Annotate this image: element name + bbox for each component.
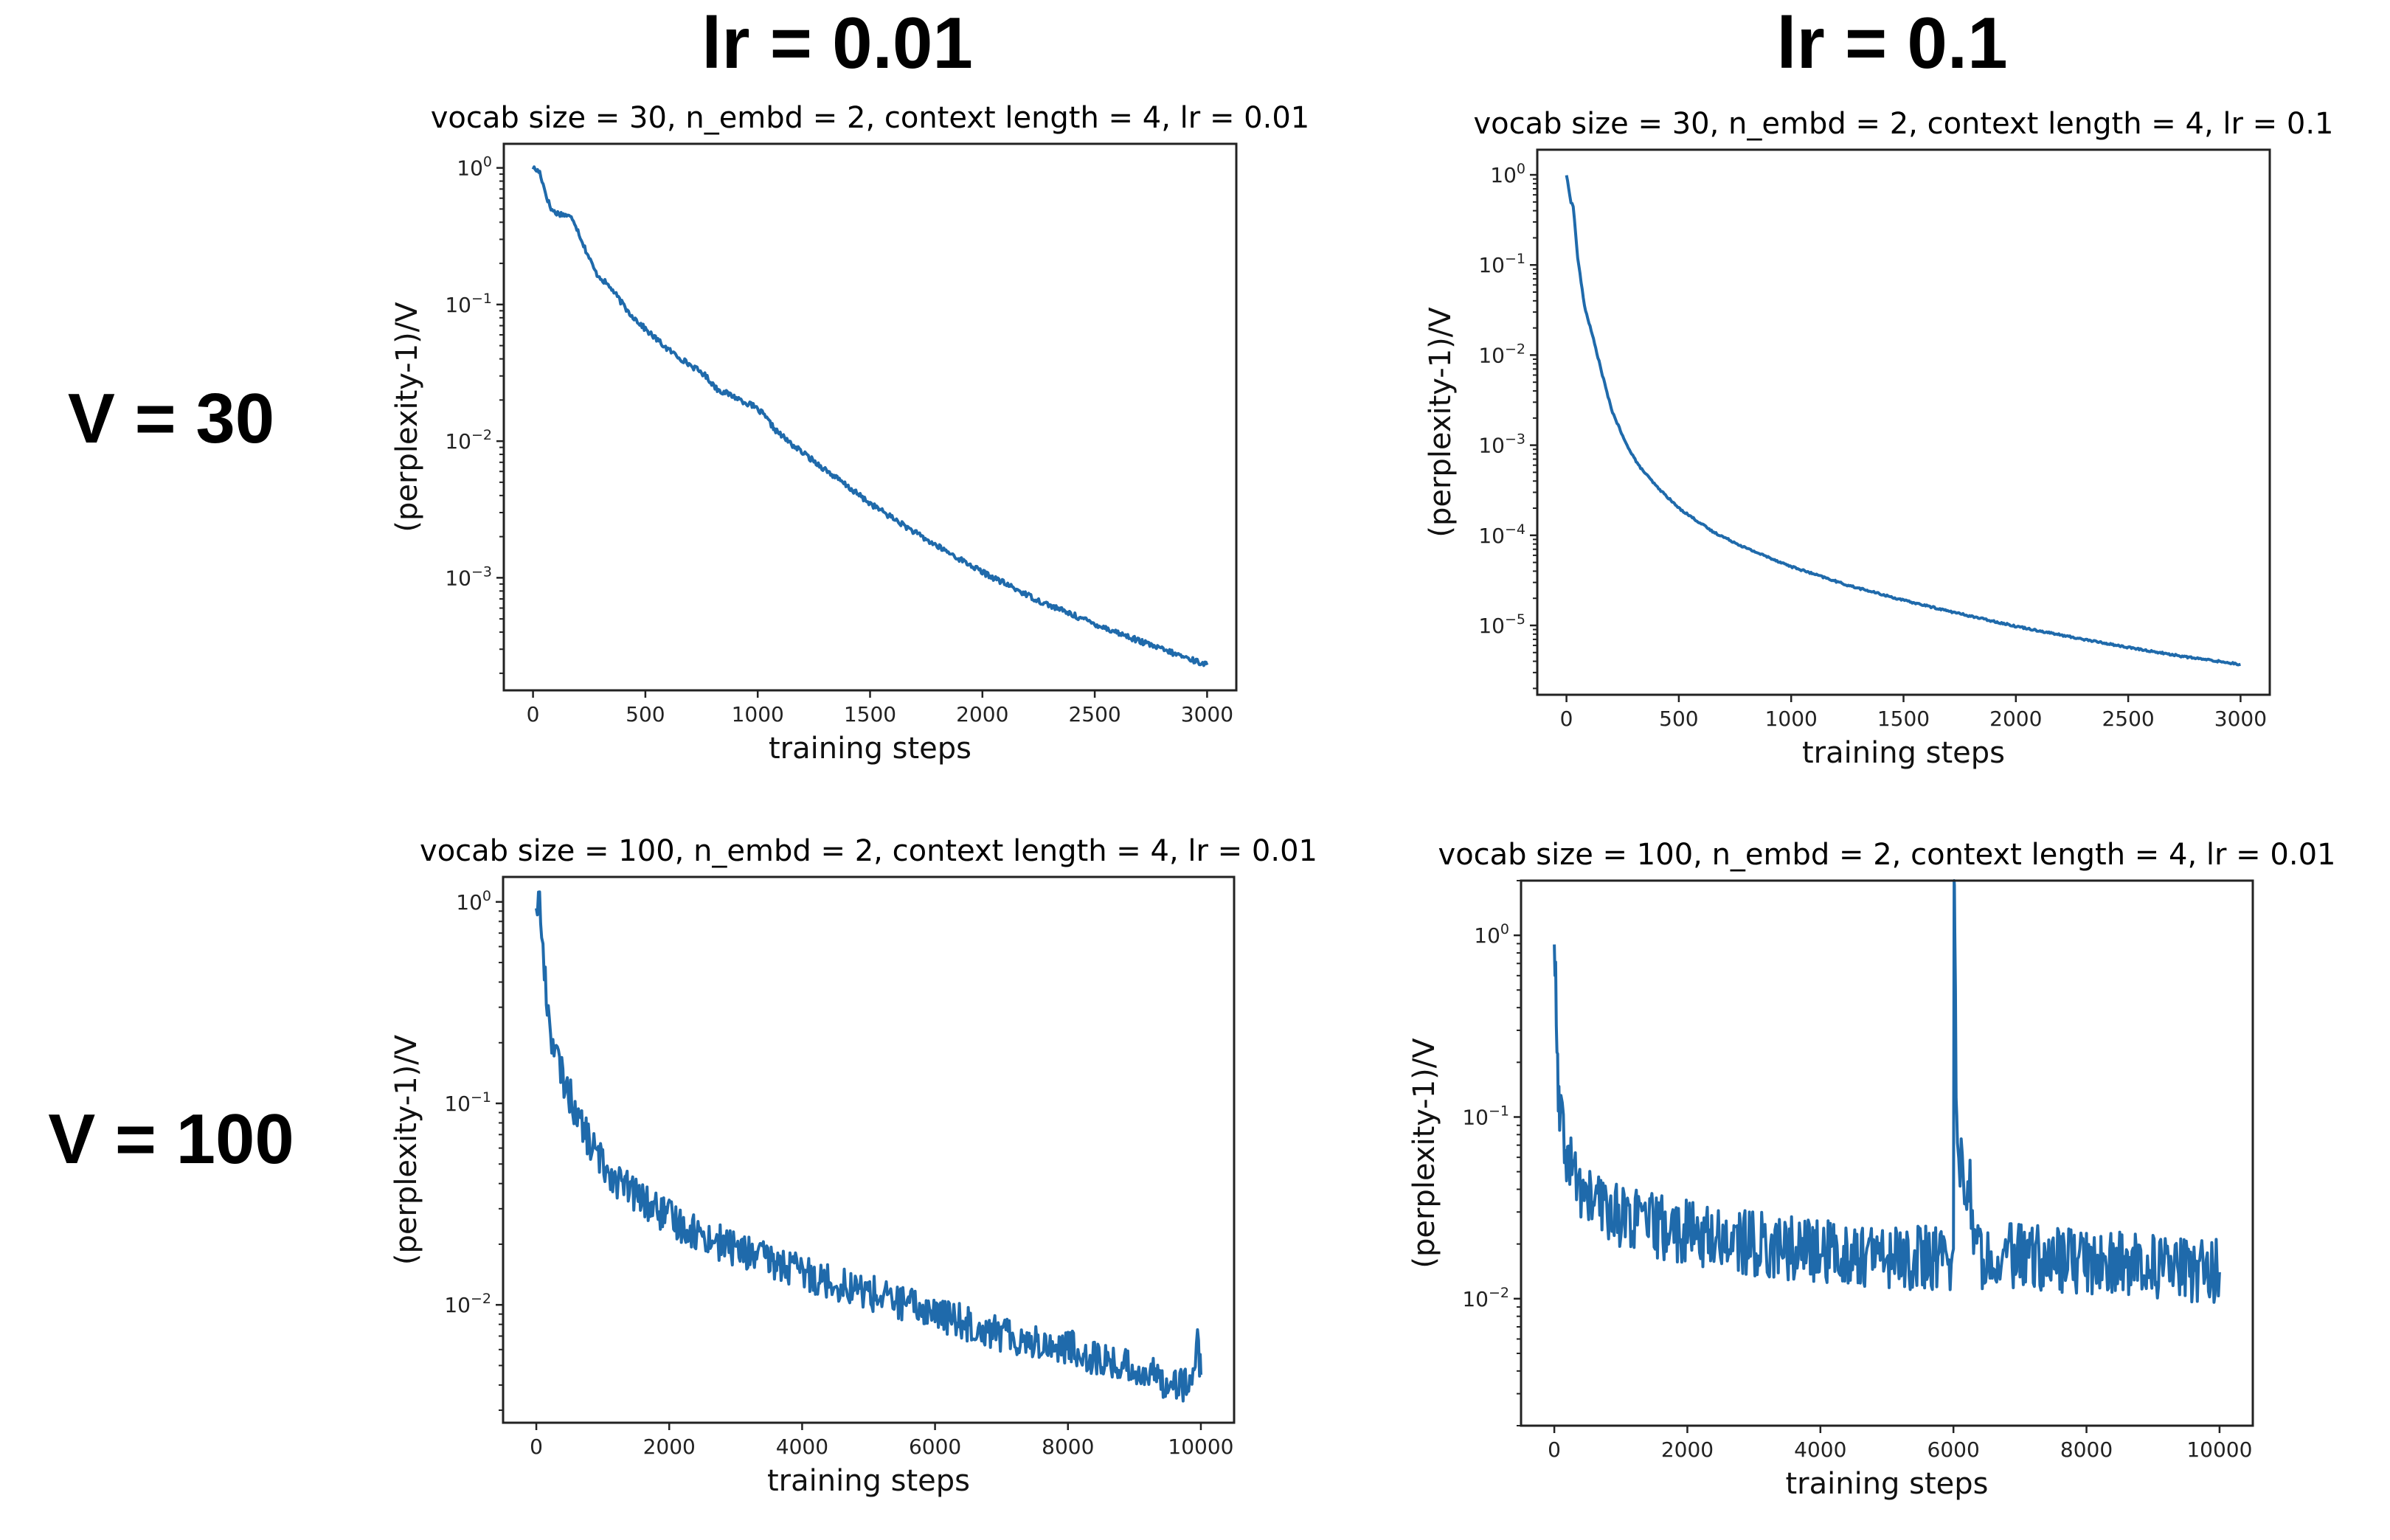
y-tick-label: 10−2 [445, 427, 492, 454]
y-tick-label: 10−2 [1478, 341, 1525, 367]
x-tick-label: 3000 [2214, 707, 2267, 731]
x-tick-label: 8000 [2060, 1437, 2113, 1462]
x-tick-label: 0 [1560, 707, 1573, 731]
panel-title: vocab size = 100, n_embd = 2, context le… [1438, 838, 2336, 872]
x-tick-label: 1500 [844, 702, 896, 726]
y-axis-label: (perplexity-1)/V [390, 302, 424, 533]
x-tick-label: 10000 [1168, 1435, 1233, 1459]
x-tick-label: 3000 [1181, 702, 1233, 726]
x-tick-label: 1000 [732, 702, 784, 726]
x-tick-label: 500 [626, 702, 665, 726]
series-line [1553, 879, 2221, 1304]
x-tick-label: 6000 [1927, 1437, 1980, 1462]
panel-v30-lr001: vocab size = 30, n_embd = 2, context len… [390, 101, 1309, 766]
x-tick-label: 0 [530, 1435, 543, 1459]
x-tick-label: 10000 [2186, 1437, 2252, 1462]
x-tick-label: 2000 [1989, 707, 2042, 731]
x-tick-label: 6000 [909, 1435, 961, 1459]
x-tick-label: 1500 [1877, 707, 1930, 731]
row-header-v-30: V = 30 [67, 379, 275, 458]
panel-title: vocab size = 30, n_embd = 2, context len… [1473, 107, 2333, 141]
panel-title: vocab size = 30, n_embd = 2, context len… [431, 101, 1309, 135]
y-tick-label: 10−4 [1478, 521, 1525, 548]
axes-frame [502, 875, 1236, 1424]
column-header-lr-0.01: lr = 0.01 [702, 2, 973, 83]
y-axis-label: (perplexity-1)/V [389, 1034, 423, 1265]
x-axis-label: training steps [1802, 736, 2005, 770]
y-tick-label: 10−3 [1478, 431, 1525, 458]
x-tick-label: 8000 [1042, 1435, 1094, 1459]
x-tick-label: 500 [1659, 707, 1698, 731]
y-tick-label: 10−5 [1478, 611, 1525, 638]
y-tick-label: 10−2 [444, 1291, 491, 1317]
series-line [531, 165, 1209, 667]
x-axis-label: training steps [1785, 1467, 1988, 1501]
x-axis-label: training steps [767, 1464, 970, 1498]
axes-frame [1536, 148, 2271, 696]
y-tick-label: 10−2 [1462, 1285, 1509, 1311]
y-tick-label: 10−1 [1478, 251, 1525, 277]
y-tick-label: 10−1 [444, 1089, 491, 1116]
x-tick-label: 2000 [1661, 1437, 1714, 1462]
y-tick-label: 100 [457, 154, 492, 181]
x-axis-label: training steps [769, 732, 971, 766]
x-tick-label: 1000 [1765, 707, 1818, 731]
panel-v100-lr01: vocab size = 100, n_embd = 2, context le… [1407, 838, 2335, 1501]
panel-v30-lr01: vocab size = 30, n_embd = 2, context len… [1424, 107, 2334, 770]
y-tick-label: 100 [1474, 921, 1509, 948]
y-tick-label: 100 [1490, 161, 1525, 187]
x-tick-label: 4000 [776, 1435, 828, 1459]
x-tick-label: 4000 [1794, 1437, 1846, 1462]
x-tick-label: 2000 [956, 702, 1008, 726]
y-axis-label: (perplexity-1)/V [1407, 1038, 1441, 1269]
y-tick-label: 10−1 [445, 291, 492, 317]
x-tick-label: 2500 [2102, 707, 2154, 731]
series-line [1565, 175, 2241, 667]
x-tick-label: 0 [527, 702, 540, 726]
y-tick-label: 10−3 [445, 563, 492, 590]
x-tick-label: 2000 [643, 1435, 696, 1459]
row-header-v-100: V = 100 [48, 1100, 294, 1179]
column-header-lr-0.1: lr = 0.1 [1776, 2, 2008, 83]
series-line [535, 890, 1202, 1403]
axes-frame [502, 142, 1238, 692]
y-tick-label: 10−1 [1462, 1103, 1509, 1129]
panel-v100-lr001: vocab size = 100, n_embd = 2, context le… [389, 834, 1317, 1498]
x-tick-label: 2500 [1068, 702, 1120, 726]
y-tick-label: 100 [456, 888, 491, 915]
axes-frame [1520, 879, 2254, 1427]
panel-title: vocab size = 100, n_embd = 2, context le… [420, 834, 1317, 868]
y-axis-label: (perplexity-1)/V [1424, 307, 1458, 538]
x-tick-label: 0 [1548, 1437, 1561, 1462]
